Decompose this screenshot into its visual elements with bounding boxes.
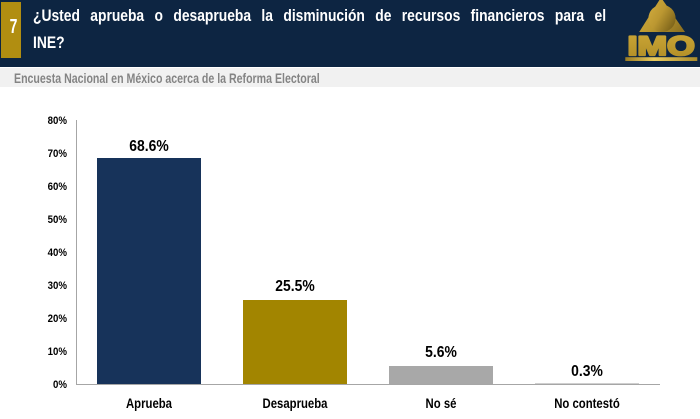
svg-text:IMO: IMO (628, 31, 695, 61)
